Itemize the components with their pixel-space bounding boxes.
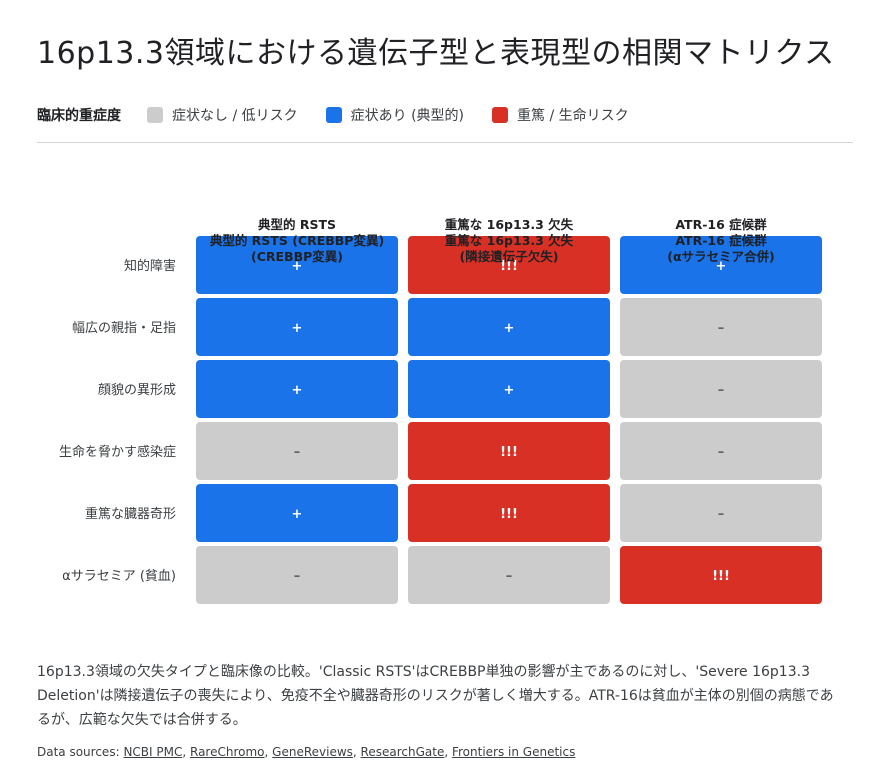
legend: 臨床的重症度 症状なし / 低リスク 症状あり (典型的) 重篤 / 生命リスク [37, 104, 657, 126]
source-link-frontiers[interactable]: Frontiers in Genetics [451, 745, 576, 759]
cell-symbol: + [292, 507, 303, 522]
source-link-ncbi[interactable]: NCBI PMC [123, 745, 183, 759]
legend-title: 臨床的重症度 [37, 108, 121, 124]
heatmap-cell [196, 236, 398, 294]
row-label: 顔貌の異形成 [98, 383, 176, 398]
cell-symbol: + [716, 259, 727, 274]
column-header-note-overlay: (αサラセミア合併) [667, 249, 775, 264]
chart-caption: 16p13.3領域の欠失タイプと臨床像の比較。'Classic RSTS'はCR… [37, 664, 834, 728]
column-header-sublabel-overlay: 重篤な 16p13.3 欠失 [445, 233, 574, 248]
column-header-note-overlay: (隣接遺伝子欠失) [460, 249, 559, 264]
heatmap-cell [196, 422, 398, 480]
legend-label: 症状なし / 低リスク [172, 108, 298, 124]
cell-symbol: – [506, 569, 513, 584]
row-label: αサラセミア (貧血) [62, 569, 176, 584]
column-header-label: 典型的 RSTS [258, 217, 336, 232]
cell-symbol: – [294, 569, 301, 584]
heatmap-cell [620, 298, 822, 356]
source-link-genereviews[interactable]: GeneReviews [272, 745, 353, 759]
source-link-researchgate[interactable]: ResearchGate [360, 745, 445, 759]
heatmap-cell [408, 546, 610, 604]
sources-prefix: Data sources: [37, 745, 124, 759]
column-header-label: 重篤な 16p13.3 欠失 [445, 217, 574, 232]
cell-symbol: – [718, 507, 725, 522]
row-label: 知的障害 [124, 258, 176, 274]
cell-symbol: + [504, 321, 515, 336]
row-label: 重篤な臓器奇形 [85, 506, 176, 522]
legend-swatch-red [492, 107, 508, 123]
legend-label: 重篤 / 生命リスク [517, 108, 629, 124]
column-header-label: ATR-16 症候群 [675, 217, 767, 232]
row-label: 生命を脅かす感染症 [59, 444, 176, 460]
cell-symbol: + [292, 259, 303, 274]
cell-symbol: – [718, 321, 725, 336]
heatmap-cell [620, 236, 822, 294]
heatmap-cell [620, 422, 822, 480]
heatmap-cell [408, 298, 610, 356]
legend-item-symptomatic: 症状あり (典型的) [325, 105, 464, 125]
cell-symbol: + [504, 383, 515, 398]
page-title: 16p13.3領域における遺伝子型と表現型の相関マトリクス [37, 36, 835, 71]
heatmap-cell [196, 546, 398, 604]
cell-symbol: – [294, 445, 301, 460]
column-header-note-overlay: (CREBBP変異) [251, 249, 343, 264]
heatmap-cell [408, 422, 610, 480]
cell-symbol: + [292, 321, 303, 336]
cell-symbol: !!! [500, 259, 518, 274]
heatmap-cell [408, 484, 610, 542]
cell-symbol: !!! [712, 569, 730, 584]
row-label: 幅広の親指・足指 [72, 321, 176, 336]
heatmap-cell [408, 360, 610, 418]
cell-symbol: !!! [500, 507, 518, 522]
heatmap-chart: 典型的 RSTS典型的 RSTS (CREBBP変異)(CREBBP変異) 重篤な… [59, 217, 822, 604]
cell-symbol: – [718, 445, 725, 460]
divider [37, 142, 853, 143]
legend-item-severe: 重篤 / 生命リスク [492, 105, 629, 125]
cell-symbol: !!! [500, 445, 518, 460]
legend-item-none: 症状なし / 低リスク [147, 105, 298, 125]
heatmap-cell [408, 236, 610, 294]
legend-swatch-blue [325, 107, 342, 123]
source-link-rarechromo[interactable]: RareChromo [190, 745, 265, 759]
data-sources: Data sources: NCBI PMC, RareChromo, Gene… [37, 745, 576, 759]
legend-label: 症状あり (典型的) [350, 108, 464, 124]
cell-symbol: + [292, 383, 303, 398]
legend-swatch-gray [147, 107, 163, 123]
column-header-sublabel-overlay: ATR-16 症候群 [675, 233, 767, 248]
heatmap-cell [620, 484, 822, 542]
heatmap-cell [196, 360, 398, 418]
heatmap-cell [196, 298, 398, 356]
column-header-sublabel-overlay: 典型的 RSTS (CREBBP変異) [210, 233, 384, 248]
cell-symbol: – [718, 383, 725, 398]
heatmap-cell [620, 546, 822, 604]
heatmap-cell [196, 484, 398, 542]
heatmap-cell [620, 360, 822, 418]
